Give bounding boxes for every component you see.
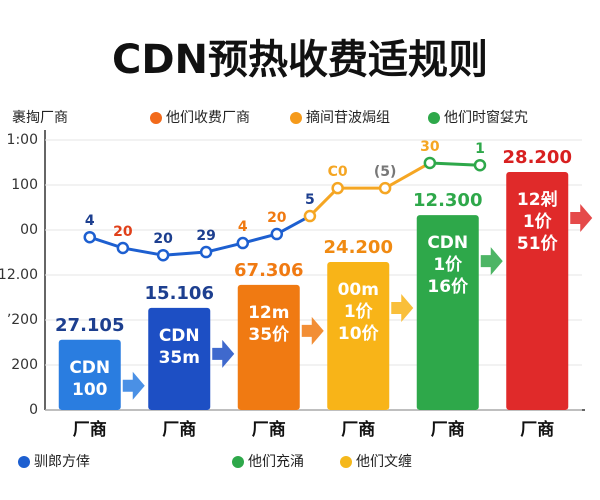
legend-label: 摘间苷波焗组: [306, 109, 390, 126]
bar-arrow: [480, 247, 503, 276]
bar: [148, 307, 211, 410]
y-tick-label: 100: [11, 177, 38, 193]
x-tick-label: 厂商: [73, 419, 107, 440]
bar-text: 1价: [523, 212, 553, 232]
bar-text: CDN: [159, 326, 200, 346]
legend-label: 驯郎方倖: [34, 454, 90, 470]
line-point: [378, 181, 392, 195]
bar: [327, 261, 390, 410]
bar-text: 12剁: [517, 190, 558, 210]
line-point: [236, 236, 250, 250]
legend-label: 他们文缠: [356, 453, 412, 470]
bar-arrow: [301, 316, 324, 345]
point-label: (5): [374, 164, 397, 180]
chart-title: CDN预热收费适规则: [112, 37, 488, 83]
point-label: 29: [196, 228, 215, 244]
line-segment: [383, 161, 432, 190]
bar-headline: 12.300: [413, 190, 482, 211]
bar-text: CDN: [427, 233, 468, 253]
point-label: 4: [85, 213, 95, 229]
legend-label: 他们收费厂商: [166, 110, 250, 126]
bar-headline: 27.105: [55, 315, 124, 336]
line-point: [331, 181, 344, 195]
legend-label: 他们充涌: [248, 454, 304, 470]
point-label: 20: [153, 231, 173, 247]
bar-text: 00m: [338, 280, 379, 300]
point-label: 5: [305, 192, 315, 208]
point-label: 4: [238, 219, 248, 235]
line-segment: [308, 186, 340, 218]
line-segment: [275, 214, 312, 236]
legend-label: 他们时窗姇宄: [444, 109, 528, 126]
bar-text: 1价: [344, 302, 374, 322]
y-tick-label: 200: [11, 357, 38, 373]
line-point: [83, 230, 96, 244]
x-tick-label: 厂商: [520, 419, 554, 440]
bar: [506, 171, 569, 410]
legend-marker: [428, 112, 440, 124]
x-tick-label: 厂商: [431, 419, 465, 440]
line-point: [423, 156, 437, 170]
line-point: [116, 241, 130, 255]
bar-text: 10价: [338, 324, 380, 344]
y-tick-label: 00: [20, 222, 38, 238]
bar-text: 100: [72, 380, 108, 400]
x-tick-label: 厂商: [252, 419, 286, 440]
bar-text: 1价: [433, 255, 463, 275]
y-tick-label: 0: [29, 402, 38, 418]
line-point: [156, 248, 170, 262]
bar-text: CDN: [69, 358, 110, 378]
line-segment: [428, 161, 482, 167]
legend-marker: [150, 112, 162, 124]
line-point: [199, 245, 213, 259]
line-point: [473, 158, 487, 172]
bar-headline: 15.106: [145, 283, 214, 304]
bar-arrow: [570, 203, 593, 232]
point-label: 1: [475, 141, 485, 157]
bar-headline: 67.306: [234, 260, 303, 281]
bar-text: 12m: [248, 303, 289, 323]
x-tick-label: 厂商: [162, 419, 196, 440]
point-label: 20: [267, 210, 287, 226]
point-label: 30: [420, 139, 440, 155]
line-segment: [121, 246, 165, 257]
bar-text: 35m: [159, 348, 200, 368]
bar-text: 16价: [427, 277, 469, 297]
y-tick-label: 12.00: [0, 267, 38, 283]
legend-marker: [232, 456, 244, 468]
line-segment: [161, 250, 208, 257]
bar: [416, 215, 479, 410]
legend-marker: [290, 112, 302, 124]
line-point: [303, 209, 317, 223]
bar: [58, 339, 121, 410]
bar-text: 35价: [248, 325, 290, 345]
bar-text: 51价: [517, 234, 559, 254]
legend-marker: [340, 456, 352, 468]
bar-headline: 28.200: [503, 147, 572, 168]
bar-arrow: [212, 339, 235, 368]
x-tick-label: 厂商: [341, 419, 375, 440]
bar-arrow: [391, 293, 414, 322]
legend-label: 裹掏厂商: [12, 110, 68, 126]
bar: [237, 284, 300, 410]
legend-marker: [18, 456, 30, 468]
line-point: [270, 227, 284, 241]
bar-arrow: [122, 371, 145, 400]
point-label: 20: [113, 224, 133, 240]
line-segment: [204, 241, 245, 254]
y-tick-label: 1:00: [7, 132, 38, 148]
y-tick-label: ʼ200: [7, 312, 38, 328]
point-label: C0: [328, 164, 348, 180]
bar-headline: 24.200: [324, 237, 393, 258]
